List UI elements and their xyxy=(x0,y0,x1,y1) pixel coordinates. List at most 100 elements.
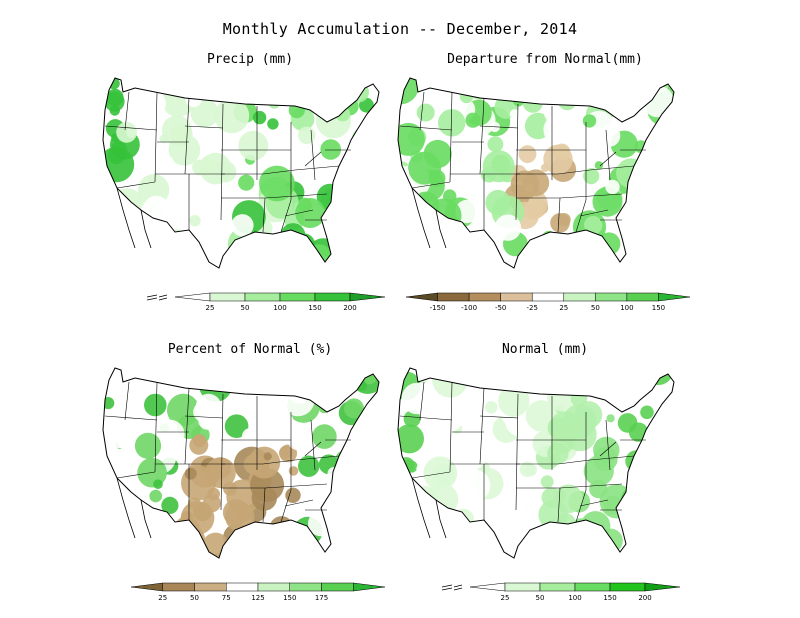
colorbar-label: 100 xyxy=(273,304,286,312)
colorbar-label: 150 xyxy=(603,594,616,602)
field-patch xyxy=(105,509,118,522)
field-patch xyxy=(287,78,305,93)
field-patch xyxy=(662,146,674,159)
field-patch xyxy=(518,145,537,163)
field-patch xyxy=(245,78,270,95)
colorbar-segment xyxy=(437,292,470,302)
field-patch xyxy=(230,368,262,386)
field-patch xyxy=(187,497,201,510)
field-patch xyxy=(594,373,605,384)
mexico-coastline xyxy=(411,477,447,539)
field-patch xyxy=(538,500,568,530)
field-patch xyxy=(341,163,367,189)
state-boundary xyxy=(411,181,451,189)
field-patch xyxy=(619,215,642,238)
field-patch xyxy=(651,202,660,211)
field-patch xyxy=(606,414,615,423)
state-boundary xyxy=(411,471,451,479)
colorbar-label: -150 xyxy=(430,304,446,312)
colorbar-segment xyxy=(353,582,386,592)
colorbar-label: 150 xyxy=(652,304,665,312)
state-boundary xyxy=(262,487,266,523)
field-patch xyxy=(103,397,115,410)
colorbar-segment xyxy=(595,292,628,302)
normal-colorbar: 25 50 100 150 200 xyxy=(441,582,681,602)
field-patch xyxy=(241,428,259,445)
field-patch xyxy=(194,78,227,103)
colorbar-segment xyxy=(609,582,646,592)
colorbar-label: -50 xyxy=(495,304,506,312)
field-patch xyxy=(485,189,511,216)
field-patch xyxy=(458,469,491,502)
field-patch xyxy=(279,429,290,440)
field-patch xyxy=(103,548,126,558)
field-patch xyxy=(231,214,254,237)
field-patch xyxy=(453,437,488,471)
colorbar-segment xyxy=(321,582,354,592)
field-patch xyxy=(510,78,536,94)
field-patch xyxy=(660,435,674,449)
field-patch xyxy=(654,129,663,138)
field-patch xyxy=(189,215,201,227)
field-patch xyxy=(398,424,424,454)
field-patch xyxy=(342,454,356,468)
state-boundary xyxy=(479,97,485,175)
field-patch xyxy=(159,247,194,268)
state-boundary xyxy=(579,209,609,217)
state-boundary xyxy=(184,125,224,129)
field-patch xyxy=(161,115,192,146)
field-patch xyxy=(310,255,333,268)
state-boundary xyxy=(419,381,425,421)
state-boundary xyxy=(262,197,266,233)
field-patch xyxy=(288,102,305,119)
field-patch xyxy=(620,485,650,516)
field-patch xyxy=(360,175,379,195)
field-patch xyxy=(247,381,265,399)
state-boundary xyxy=(449,381,453,473)
field-patch xyxy=(268,96,281,109)
field-patch xyxy=(401,382,434,415)
field-patch xyxy=(312,424,337,449)
field-patch xyxy=(640,477,656,494)
field-patch xyxy=(584,216,603,235)
field-patch xyxy=(281,78,316,104)
field-patch xyxy=(123,518,156,551)
field-patch xyxy=(412,205,434,227)
field-patch xyxy=(354,204,374,224)
state-boundary xyxy=(579,499,609,507)
colorbar-label: 25 xyxy=(559,304,568,312)
field-patch xyxy=(543,78,567,94)
colorbar-label: -25 xyxy=(527,304,538,312)
field-patch xyxy=(594,370,614,390)
colorbar-label: 75 xyxy=(222,594,231,602)
colorbar-segment xyxy=(289,582,322,592)
mexico-coastline xyxy=(411,187,447,249)
field-patch xyxy=(653,144,674,169)
field-patch xyxy=(238,130,269,161)
state-boundary xyxy=(557,459,591,465)
field-patch xyxy=(160,368,177,385)
field-patch xyxy=(586,368,610,392)
field-patch xyxy=(487,136,504,153)
field-patch xyxy=(558,368,576,382)
colorbar-segment xyxy=(405,292,438,302)
field-patch xyxy=(646,371,655,380)
colorbar-label: 200 xyxy=(343,304,356,312)
field-patch xyxy=(249,86,264,100)
colorbar-segment xyxy=(257,582,290,592)
field-patch xyxy=(398,518,412,538)
field-patch xyxy=(181,541,201,558)
field-patch xyxy=(633,213,661,241)
state-boundary xyxy=(184,97,190,175)
colorbar-segment xyxy=(162,582,195,592)
state-boundary xyxy=(557,197,561,233)
field-patch xyxy=(180,511,194,525)
field-patch xyxy=(131,502,142,513)
field-patch xyxy=(547,368,572,390)
colorbar-segment xyxy=(226,582,259,592)
field-patch xyxy=(243,246,258,261)
colorbar-segment xyxy=(469,582,506,592)
state-boundary xyxy=(154,91,158,183)
field-patch xyxy=(248,446,281,479)
field-patch xyxy=(351,127,375,151)
